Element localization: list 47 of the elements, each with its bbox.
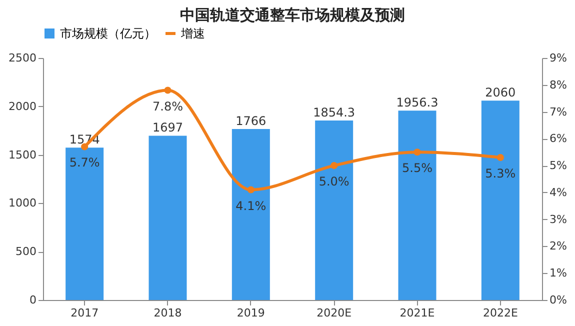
- x-tick-label: 2018: [154, 306, 182, 320]
- data-label: 1766: [236, 114, 266, 128]
- data-label: 5.0%: [318, 174, 350, 189]
- point: [247, 186, 254, 194]
- y2-tick-label: 4%: [550, 186, 567, 199]
- y2-tick-label: 6%: [550, 132, 567, 146]
- data-label: 1854.3: [313, 106, 356, 120]
- y-tick-label: 500: [16, 245, 36, 258]
- bar: [66, 148, 104, 300]
- y2-tick-label: 2%: [550, 240, 567, 253]
- legend-label: 增速: [180, 26, 205, 40]
- x-tick-label: 2019: [236, 306, 265, 320]
- y-tick-label: 2500: [8, 52, 36, 64]
- y2-tick-label: 7%: [550, 105, 567, 118]
- y2-tick-label: 9%: [550, 52, 567, 64]
- bar: [398, 110, 436, 300]
- data-label: 5.3%: [485, 166, 516, 180]
- point: [164, 86, 172, 94]
- y2-tick-label: 3%: [550, 212, 567, 226]
- bar: [481, 100, 520, 300]
- point: [414, 148, 421, 156]
- x-tick-label: 2017: [70, 306, 99, 320]
- y2-tick-label: 8%: [550, 78, 567, 92]
- bar: [315, 120, 354, 300]
- x-tick-label: 2020E: [316, 306, 352, 320]
- y2-tick-label: 1%: [550, 266, 567, 280]
- y-tick-label: 1000: [8, 196, 36, 210]
- y-tick-label: 0: [30, 294, 36, 306]
- x-tick-label: 2021E: [400, 306, 435, 320]
- point: [330, 162, 338, 170]
- chart-title: 中国轨道交通整车市场规模及预测: [180, 6, 405, 24]
- data-label: 5.5%: [402, 161, 432, 176]
- data-label: 4.1%: [236, 198, 266, 213]
- data-label: 7.8%: [152, 99, 183, 114]
- data-label: 1697: [152, 120, 184, 135]
- point: [496, 154, 504, 162]
- x-tick-label: 2022E: [482, 306, 518, 320]
- data-label: 2060: [485, 86, 516, 100]
- y2-tick-label: 5%: [550, 159, 567, 172]
- y-tick-label: 1500: [8, 148, 36, 162]
- data-label: 5.7%: [69, 156, 100, 170]
- y2-tick-label: 0%: [550, 294, 567, 306]
- bar: [232, 129, 270, 300]
- bar: [148, 136, 187, 300]
- data-label: 1956.3: [396, 96, 438, 110]
- legend-label: 市场规模（亿元）: [60, 26, 156, 40]
- y-tick-label: 2000: [8, 100, 36, 113]
